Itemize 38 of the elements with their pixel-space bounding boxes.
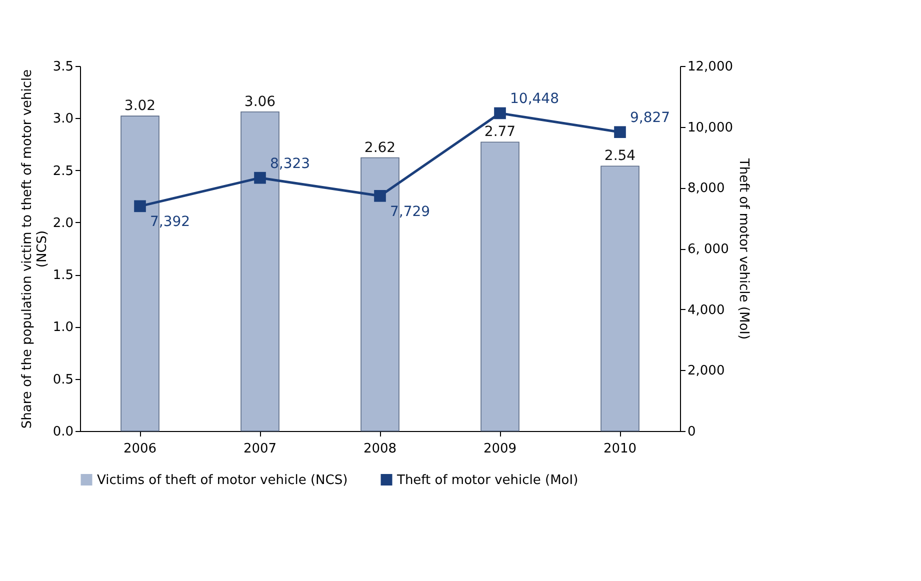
- data-label: 2.77: [484, 124, 516, 140]
- y-tick-label: 1.5: [52, 268, 74, 284]
- legend-label: Theft of motor vehicle (MoI): [396, 472, 578, 488]
- data-label: 2.54: [604, 148, 636, 164]
- y2-axis-title: Theft of motor vehicle (MoI): [736, 157, 751, 340]
- bar: [600, 166, 640, 432]
- point: [134, 200, 146, 212]
- point: [494, 107, 506, 120]
- point: [254, 172, 266, 184]
- bar: [480, 142, 520, 432]
- y2-tick-label: 8,000: [688, 181, 725, 196]
- y-tick-label: 0.5: [52, 372, 74, 388]
- data-label: 2.62: [364, 140, 396, 156]
- y2-tick-label: 4,000: [688, 302, 725, 318]
- y-tick-label: 2.5: [52, 164, 74, 179]
- y-axis-title: Share of the population victim to theft of motor vehicle (NCS): [20, 69, 50, 429]
- point: [374, 190, 386, 202]
- y-tick-label: 0.0: [52, 424, 74, 440]
- data-label: 3.06: [244, 94, 276, 110]
- x-tick-label: 2007: [243, 442, 277, 456]
- y2-tick-label: 12,000: [688, 60, 733, 74]
- y-tick-label: 3.5: [52, 60, 74, 74]
- x-tick-label: 2009: [483, 442, 517, 456]
- y-tick-label: 3.0: [52, 112, 74, 127]
- x-tick-label: 2008: [363, 442, 397, 456]
- y2-tick-label: 6, 000: [688, 242, 729, 257]
- y2-tick-label: 2,000: [688, 364, 725, 379]
- y-tick-label: 2.0: [52, 216, 74, 231]
- x-tick-label: 2010: [603, 442, 637, 456]
- y-tick-label: 1.0: [52, 320, 74, 336]
- y2-tick-label: 10,000: [688, 120, 733, 136]
- data-label: 9,827: [630, 110, 670, 126]
- data-label: 10,448: [510, 91, 559, 108]
- point: [614, 126, 626, 138]
- data-label: 3.02: [124, 98, 156, 114]
- legend-label: Victims of theft of motor vehicle (NCS): [97, 472, 348, 488]
- y2-tick-label: 0: [688, 424, 696, 440]
- x-tick-label: 2006: [123, 442, 157, 456]
